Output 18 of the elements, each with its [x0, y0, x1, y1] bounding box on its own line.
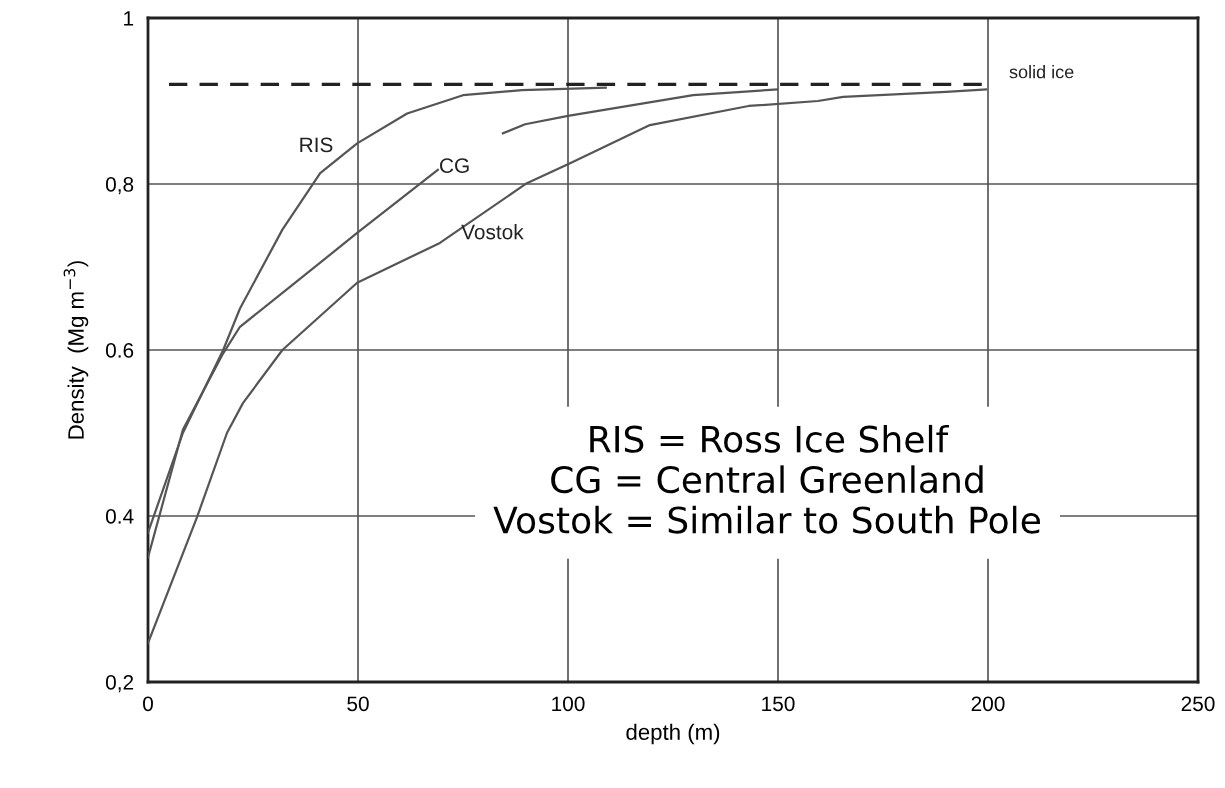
x-tick-label: 250 — [1181, 696, 1215, 712]
x-tick-label: 50 — [347, 696, 369, 712]
x-tick-label: 200 — [971, 696, 1005, 712]
series-label: Vostok — [461, 224, 524, 240]
y-tick-label: 0.6 — [105, 343, 134, 358]
y-tick-label: 0,2 — [105, 675, 134, 693]
y-tick-label: 0,8 — [105, 177, 134, 195]
x-axis-title: depth (m) — [626, 723, 720, 745]
x-tick-label: 100 — [552, 696, 585, 712]
y-tick-label: 0.4 — [105, 509, 134, 524]
series-label: CG — [440, 158, 469, 173]
y-axis-title: Density (Mg m$^{−3}$) — [63, 261, 89, 439]
annotation: RIS = Ross Ice Shelf CG = Central Greenland Vostok = Similar to South Pole — [493, 424, 1040, 534]
x-tick-label: 150 — [762, 696, 795, 712]
y-tick-label: 1 — [124, 11, 134, 26]
series-label: RIS — [300, 137, 333, 153]
series-label: solid ice — [1009, 65, 1074, 79]
x-tick-label: 0 — [143, 696, 153, 712]
